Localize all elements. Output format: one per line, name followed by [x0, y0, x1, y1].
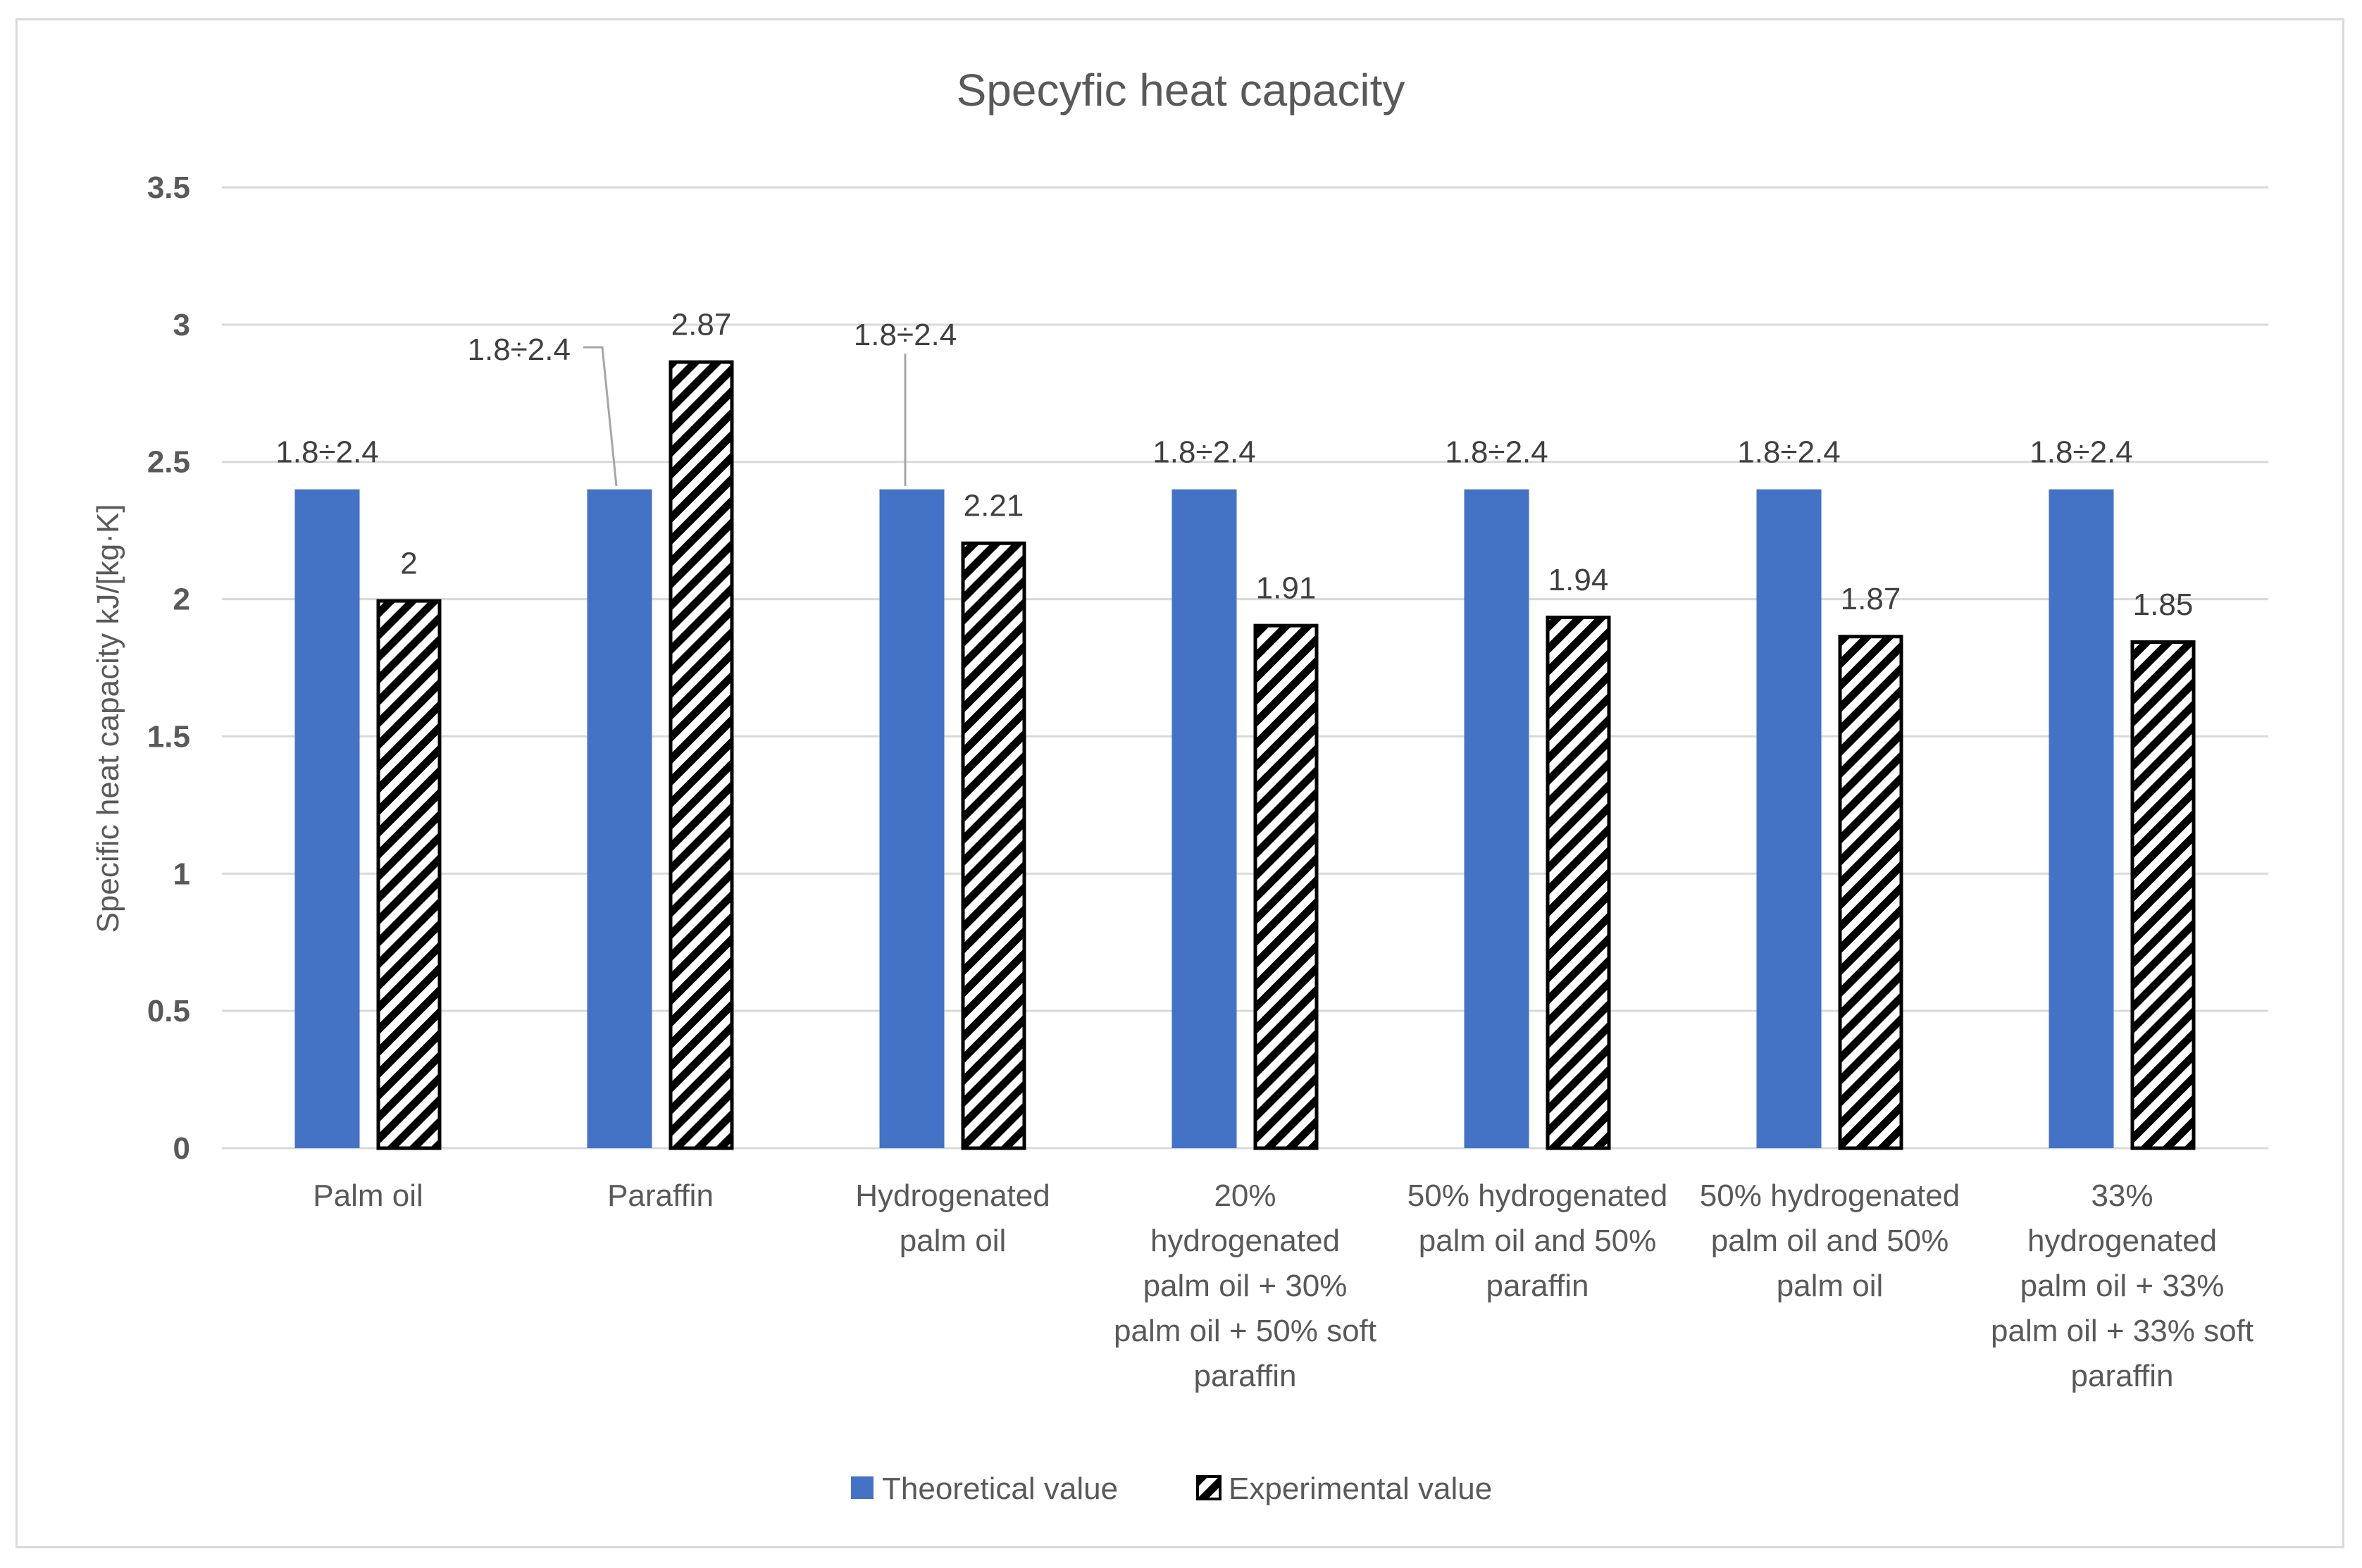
y-axis-label: Specific heat capacity kJ/[kg·K]	[91, 504, 125, 933]
leader-line	[583, 346, 618, 487]
x-tick-label: 50% hydrogenated palm oil and 50% palm oil	[1700, 1178, 1960, 1303]
y-tick-label: 2.5	[147, 445, 190, 480]
bar-experimental	[1253, 623, 1319, 1150]
data-label-theoretical: 1.8÷2.4	[854, 318, 957, 352]
bar-theoretical	[294, 489, 360, 1148]
bar-experimental	[669, 360, 734, 1150]
grid-layer	[222, 186, 2268, 1150]
data-label-theoretical: 1.8÷2.4	[2030, 435, 2132, 470]
bar-layer	[294, 360, 2196, 1150]
x-tick-label: Hydrogenated palm oil	[855, 1178, 1050, 1258]
data-label-experimental: 2	[400, 547, 417, 581]
y-tick-labels: 0 0.5 1 1.5 2 2.5 3 3.5	[147, 170, 190, 1166]
bar-experimental	[2130, 640, 2196, 1150]
legend-label-experimental: Experimental value	[1229, 1471, 1492, 1506]
y-tick-label: 3.5	[147, 170, 190, 205]
data-label-experimental: 1.91	[1256, 571, 1317, 606]
bar-theoretical	[1756, 489, 1822, 1148]
x-tick-labels: Palm oil Paraffin Hydrogenated palm oil 20% h…	[313, 1178, 2254, 1393]
data-label-theoretical: 1.8÷2.4	[1152, 435, 1255, 470]
data-label-theoretical: 1.8÷2.4	[275, 435, 378, 470]
data-label-experimental: 1.85	[2133, 587, 2194, 622]
y-tick-label: 0.5	[147, 994, 190, 1028]
x-tick-label: Palm oil	[313, 1178, 423, 1213]
bar-theoretical	[879, 489, 945, 1148]
legend: Theoretical value Experimental value	[851, 1471, 1492, 1506]
x-tick-label: 20% hydrogenated palm oil + 30% palm oil + …	[1114, 1178, 1376, 1393]
y-tick-label: 1.5	[147, 719, 190, 754]
data-label-theoretical: 1.8÷2.4	[1737, 435, 1840, 470]
y-tick-label: 0	[173, 1131, 190, 1166]
data-label-experimental: 1.87	[1841, 582, 1901, 616]
data-labels: 1.8÷2.4 2 1.8÷2.4 2.87 1.8÷2.4 2.21 1.8÷2.4 1.9…	[275, 308, 2193, 623]
data-label-experimental: 2.87	[671, 308, 732, 342]
bar-theoretical	[1171, 489, 1237, 1148]
x-tick-label: Paraffin	[607, 1178, 714, 1213]
x-tick-label: 50% hydrogenated palm oil and 50% paraffin	[1407, 1178, 1667, 1303]
y-tick-label: 2	[173, 583, 190, 617]
bar-experimental	[1546, 615, 1611, 1150]
bar-experimental	[961, 541, 1026, 1150]
x-tick-label: 33% hydrogenated palm oil + 33% palm oil + …	[1991, 1178, 2254, 1393]
legend-swatch-experimental	[1196, 1475, 1222, 1500]
bar-theoretical	[1464, 489, 1529, 1148]
bar-theoretical	[2049, 489, 2114, 1148]
data-label-experimental: 1.94	[1548, 563, 1609, 597]
legend-swatch-theoretical	[851, 1476, 874, 1499]
y-tick-label: 3	[173, 308, 190, 342]
bar-experimental	[376, 599, 442, 1150]
data-label-theoretical: 1.8÷2.4	[1445, 435, 1548, 470]
bar-theoretical	[587, 489, 652, 1148]
y-tick-label: 1	[173, 857, 190, 891]
leader-lines	[583, 346, 907, 487]
data-label-theoretical: 1.8÷2.4	[468, 332, 571, 367]
legend-label-theoretical: Theoretical value	[882, 1471, 1118, 1506]
data-label-experimental: 2.21	[964, 489, 1024, 523]
bar-experimental	[1838, 635, 1903, 1150]
chart-title: Specyfic heat capacity	[957, 65, 1405, 116]
